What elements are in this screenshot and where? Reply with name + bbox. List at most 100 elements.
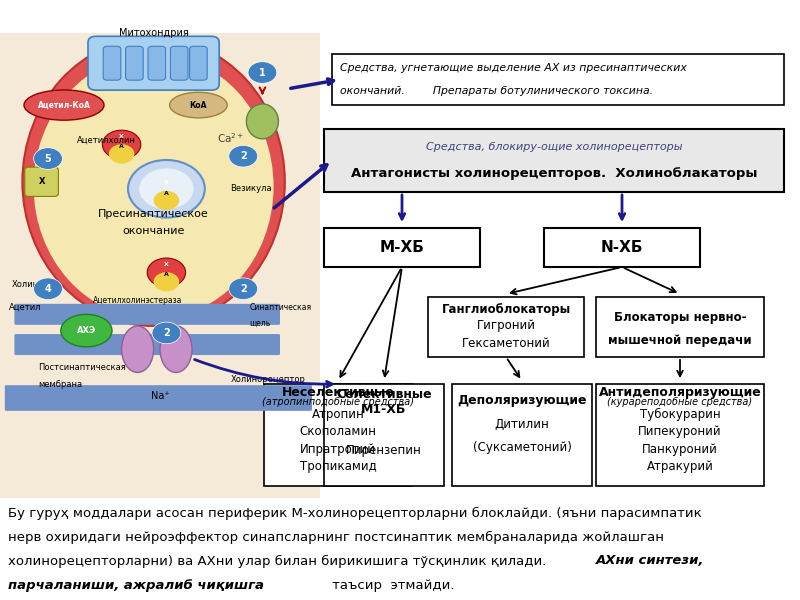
Ellipse shape — [34, 54, 274, 319]
Text: М-ХБ: М-ХБ — [379, 240, 425, 255]
Circle shape — [34, 278, 62, 299]
FancyBboxPatch shape — [170, 46, 188, 80]
Ellipse shape — [122, 326, 154, 373]
FancyBboxPatch shape — [332, 54, 784, 105]
Text: холинорецепторларни) ва АХни улар билан бирикишига тўсқинлик қилади.: холинорецепторларни) ва АХни улар билан … — [8, 554, 550, 568]
FancyBboxPatch shape — [264, 384, 412, 486]
Text: Пипекуроний: Пипекуроний — [638, 425, 722, 439]
Circle shape — [139, 169, 194, 209]
Text: Пресинаптическое: Пресинаптическое — [98, 209, 209, 220]
Circle shape — [154, 272, 179, 292]
Text: Атракурий: Атракурий — [646, 460, 714, 473]
Text: Антагонисты холинорецепторов.  Холиноблакаторы: Антагонисты холинорецепторов. Холиноблак… — [350, 167, 758, 179]
Ellipse shape — [22, 38, 285, 326]
Text: Средства, угнетающие выделение АХ из пресинаптических: Средства, угнетающие выделение АХ из пре… — [340, 63, 686, 73]
Ellipse shape — [24, 90, 104, 120]
Text: Ацетил: Ацетил — [10, 303, 42, 312]
FancyBboxPatch shape — [190, 46, 207, 80]
FancyBboxPatch shape — [14, 304, 280, 325]
Text: мышечной передачи: мышечной передачи — [608, 334, 752, 347]
Circle shape — [128, 160, 205, 218]
Ellipse shape — [170, 92, 227, 118]
Ellipse shape — [61, 314, 112, 347]
FancyBboxPatch shape — [25, 167, 58, 196]
Text: окончание: окончание — [122, 226, 185, 236]
Circle shape — [229, 145, 258, 167]
Circle shape — [248, 62, 277, 83]
Text: Митохондрия: Митохондрия — [118, 28, 189, 38]
Text: Ипратропий: Ипратропий — [300, 443, 376, 456]
FancyBboxPatch shape — [596, 384, 764, 486]
Text: 5: 5 — [45, 154, 51, 164]
Text: X: X — [164, 180, 169, 185]
Text: Блокаторы нервно-: Блокаторы нервно- — [614, 311, 746, 325]
Circle shape — [109, 144, 134, 163]
FancyBboxPatch shape — [596, 297, 764, 357]
FancyBboxPatch shape — [103, 46, 121, 80]
FancyBboxPatch shape — [324, 129, 784, 192]
Circle shape — [147, 258, 186, 287]
Text: X: X — [119, 134, 124, 139]
FancyBboxPatch shape — [324, 384, 444, 486]
FancyBboxPatch shape — [452, 384, 592, 486]
FancyBboxPatch shape — [88, 36, 219, 90]
FancyBboxPatch shape — [126, 46, 143, 80]
Text: Синаптическая: Синаптическая — [250, 303, 312, 312]
Text: Бу гуруҳ моддалари асосан периферик М-холинорецепторларни блоклайди. (яъни парас: Бу гуруҳ моддалари асосан периферик М-хо… — [8, 506, 702, 520]
FancyBboxPatch shape — [544, 228, 700, 267]
Text: нерв охиридаги нейроэффектор синапсларнинг постсинаптик мембраналарида жойлашган: нерв охиридаги нейроэффектор синапсларни… — [8, 530, 664, 544]
Text: Ацетилхолинэстераза: Ацетилхолинэстераза — [93, 296, 182, 305]
Text: Гигроний: Гигроний — [477, 319, 535, 332]
Text: Ацетил-КоА: Ацетил-КоА — [38, 101, 90, 110]
Text: X: X — [38, 177, 45, 186]
Text: Холинорецептор: Холинорецептор — [230, 375, 306, 384]
Circle shape — [154, 191, 179, 210]
Text: Холин: Холин — [12, 280, 39, 289]
Text: Селективные
М1-ХБ: Селективные М1-ХБ — [336, 388, 432, 416]
FancyBboxPatch shape — [0, 33, 320, 498]
Text: Средства, блокиру-ощие холинорецепторы: Средства, блокиру-ощие холинорецепторы — [426, 142, 682, 152]
Text: Везикула: Везикула — [230, 184, 272, 193]
Text: (Суксаметоний): (Суксаметоний) — [473, 441, 571, 454]
Text: Постсинаптическая: Постсинаптическая — [38, 363, 126, 372]
Text: АХни синтези,: АХни синтези, — [596, 554, 704, 568]
Text: A: A — [164, 191, 169, 196]
Text: АХЭ: АХЭ — [77, 326, 96, 335]
Text: 2: 2 — [240, 151, 246, 161]
Text: КоА: КоА — [190, 101, 207, 110]
Text: 4: 4 — [45, 284, 51, 294]
Text: Дитилин: Дитилин — [494, 418, 550, 431]
Text: 1: 1 — [259, 68, 266, 77]
FancyBboxPatch shape — [148, 46, 166, 80]
Text: 2: 2 — [163, 328, 170, 338]
FancyBboxPatch shape — [324, 228, 480, 267]
Text: A: A — [164, 272, 169, 277]
Text: Неселективные: Неселективные — [282, 386, 394, 399]
Ellipse shape — [160, 326, 192, 373]
Text: таъсир  этмайди.: таъсир этмайди. — [328, 578, 454, 592]
Ellipse shape — [246, 104, 278, 139]
FancyBboxPatch shape — [5, 385, 312, 411]
Text: Деполяризующие: Деполяризующие — [458, 394, 586, 407]
Text: Ацетилхолин: Ацетилхолин — [77, 136, 136, 145]
Text: (атропинподобные средства): (атропинподобные средства) — [262, 397, 414, 407]
Circle shape — [34, 148, 62, 169]
Text: Ca$^{2+}$: Ca$^{2+}$ — [217, 131, 244, 145]
Text: 2: 2 — [240, 284, 246, 294]
Text: Панкуроний: Панкуроний — [642, 443, 718, 456]
Text: Атропин: Атропин — [312, 408, 364, 421]
Circle shape — [229, 278, 258, 299]
Text: A: A — [119, 145, 124, 149]
Text: окончаний.        Препараты ботулинического токсина.: окончаний. Препараты ботулинического ток… — [340, 86, 653, 96]
Text: парчаланиши, ажралиб чиқишга: парчаланиши, ажралиб чиқишга — [8, 578, 264, 592]
Text: Антидеполяризующие: Антидеполяризующие — [598, 386, 762, 399]
Text: N-ХБ: N-ХБ — [601, 240, 643, 255]
Text: Гексаметоний: Гексаметоний — [462, 337, 550, 350]
Text: Тубокурарин: Тубокурарин — [640, 408, 720, 421]
Text: Тропикамид: Тропикамид — [300, 460, 376, 473]
Text: Na⁺: Na⁺ — [150, 391, 170, 401]
Text: щель: щель — [250, 319, 271, 328]
Text: мембрана: мембрана — [38, 380, 82, 389]
Text: Ганглиоблокаторы: Ганглиоблокаторы — [442, 302, 570, 316]
Text: Скополамин: Скополамин — [299, 425, 377, 439]
